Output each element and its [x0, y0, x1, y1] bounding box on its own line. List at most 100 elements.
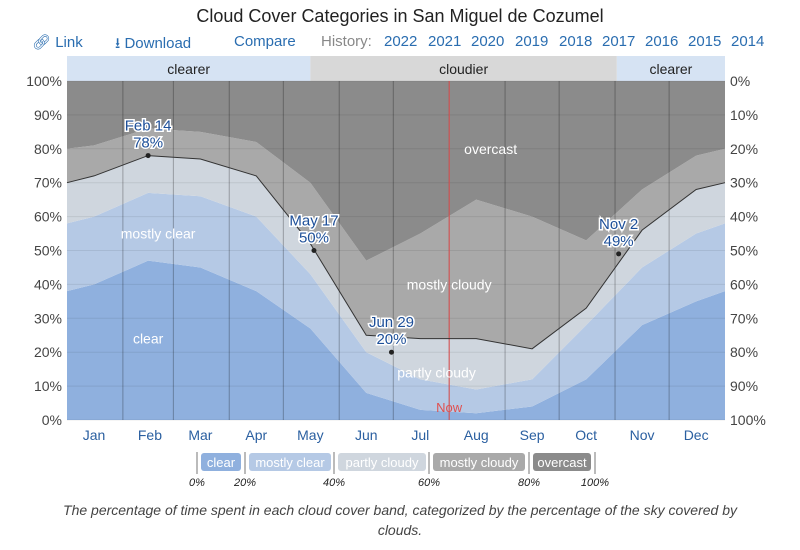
band-label: mostly clear [121, 226, 196, 242]
annotation-dot [616, 251, 622, 257]
y-tick-right: 20% [730, 141, 758, 157]
compare-link[interactable]: Compare [234, 33, 296, 50]
legend-swatch-clear [201, 453, 241, 471]
year-link-2020[interactable]: 2020 [471, 33, 505, 50]
y-tick-left: 20% [34, 344, 62, 360]
annotation-value: 50% [299, 230, 329, 247]
download-icon: ⭳ [115, 35, 121, 52]
legend-tick: 20% [233, 477, 256, 489]
y-tick-left: 0% [42, 412, 62, 428]
band-label: overcast [464, 141, 517, 157]
month-label-nov: Nov [630, 427, 655, 443]
y-tick-right: 90% [730, 378, 758, 394]
band-label: clear [133, 331, 164, 347]
annotation-value: 20% [376, 331, 406, 348]
annotation-value: 49% [604, 233, 634, 250]
month-label-aug: Aug [464, 427, 489, 443]
band-clear [67, 260, 725, 420]
band-mostly-cloudy [67, 128, 725, 349]
month-label-jul: Jul [411, 427, 429, 443]
band-overcast [67, 81, 725, 261]
y-tick-left: 100% [26, 73, 62, 89]
season-label: clearer [650, 61, 693, 77]
year-link-2014[interactable]: 2014 [731, 33, 765, 50]
link-icon: 🔗︎ [32, 34, 52, 51]
year-link-2017[interactable]: 2017 [602, 33, 636, 50]
month-label-dec: Dec [684, 427, 709, 443]
legend-label: partly cloudy [346, 455, 419, 470]
month-label-mar: Mar [188, 427, 212, 443]
annotation-date: May 17 [289, 213, 338, 230]
y-tick-right: 70% [730, 310, 758, 326]
band-partly-cloudy [67, 155, 725, 390]
y-tick-right: 0% [730, 73, 750, 89]
band-mostly-clear [67, 192, 725, 414]
annotation-dot [145, 153, 151, 159]
y-tick-right: 10% [730, 107, 758, 123]
year-link-2019[interactable]: 2019 [515, 33, 549, 50]
month-label-feb: Feb [138, 427, 162, 443]
legend-swatch-mostly-clear [249, 453, 331, 471]
month-label-jan: Jan [83, 427, 106, 443]
y-tick-left: 60% [34, 209, 62, 225]
legend-label: mostly cloudy [440, 455, 519, 470]
month-label-may: May [297, 427, 323, 443]
y-tick-right: 50% [730, 243, 758, 259]
clear-boundary-line [66, 155, 726, 350]
legend-tick: 60% [418, 477, 440, 489]
legend-tick: 80% [518, 477, 540, 489]
month-label-apr: Apr [245, 427, 267, 443]
year-link-2016[interactable]: 2016 [645, 33, 679, 50]
download-button[interactable]: ⭳ Download [115, 33, 191, 58]
annotation-date: Nov 2 [599, 216, 638, 233]
legend-swatch-overcast [533, 453, 591, 471]
year-link-2018[interactable]: 2018 [559, 33, 593, 50]
now-label: Now [436, 400, 463, 415]
band-label: mostly cloudy [407, 276, 492, 292]
annotation-dot [311, 248, 317, 253]
cloud-cover-chart: clearer cloudier clearer Jan Feb Mar Apr May Jun… [26, 56, 766, 489]
chart-title: Cloud Cover Categories in San Miguel de … [196, 6, 604, 26]
y-tick-right: 40% [730, 209, 758, 225]
annotation-date: Jun 29 [369, 314, 414, 331]
legend-swatch-partly-cloudy [338, 453, 426, 471]
month-label-oct: Oct [575, 427, 597, 443]
chart-caption: The percentage of time spent in each clo… [63, 502, 737, 538]
legend-label: mostly clear [255, 455, 325, 470]
y-tick-right: 30% [730, 175, 758, 191]
season-label: cloudier [439, 61, 488, 77]
y-tick-left: 90% [34, 107, 62, 123]
legend-tick: 100% [581, 477, 609, 489]
legend-label: overcast [537, 455, 587, 470]
y-tick-right: 80% [730, 344, 758, 360]
year-link-2015[interactable]: 2015 [688, 33, 722, 50]
annotation-dot [388, 349, 394, 355]
season-band [616, 56, 725, 81]
y-tick-right: 100% [730, 412, 766, 428]
y-tick-left: 50% [34, 243, 62, 259]
season-band [310, 56, 617, 81]
year-link-2021[interactable]: 2021 [428, 33, 462, 50]
y-tick-right: 60% [730, 276, 758, 292]
month-label-sep: Sep [520, 427, 545, 443]
y-tick-left: 30% [34, 310, 62, 326]
legend-tick: 40% [323, 477, 345, 489]
y-tick-left: 70% [34, 175, 62, 191]
legend-tick: 0% [189, 477, 205, 489]
legend-swatch-mostly-cloudy [433, 453, 525, 471]
y-tick-left: 40% [34, 276, 62, 292]
y-tick-left: 10% [34, 378, 62, 394]
month-label-jun: Jun [355, 427, 378, 443]
season-band [67, 56, 311, 81]
legend-label: clear [207, 455, 236, 470]
link-label: Link [55, 34, 83, 51]
band-label: partly cloudy [397, 365, 476, 381]
annotation-date: Feb 14 [125, 118, 172, 135]
year-link-2022[interactable]: 2022 [384, 33, 418, 50]
download-label: Download [124, 35, 192, 52]
annotation-value: 78% [133, 135, 163, 152]
y-tick-left: 80% [34, 141, 62, 157]
season-label: clearer [167, 61, 210, 77]
link-button[interactable]: 🔗︎ Link [32, 33, 83, 51]
history-label: History: [321, 33, 372, 50]
